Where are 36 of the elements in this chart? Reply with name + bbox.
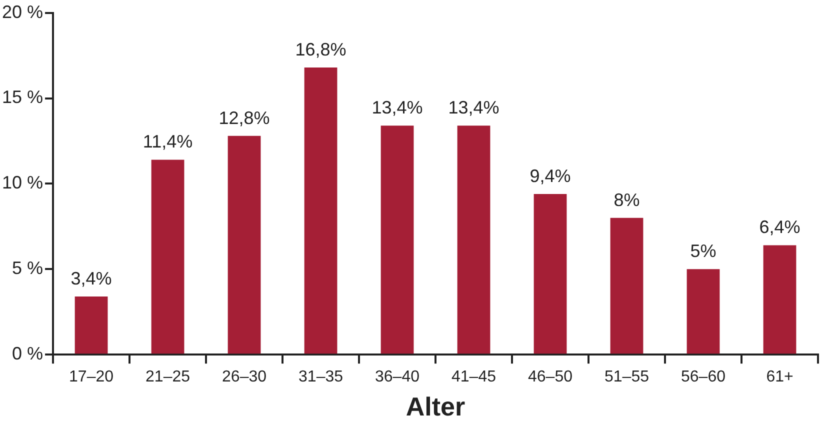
- bar: [534, 194, 567, 354]
- data-label: 16,8%: [295, 39, 346, 60]
- data-label: 9,4%: [530, 166, 571, 186]
- x-tick-label: 31–35: [298, 368, 344, 386]
- y-tick-label: 15 %: [2, 87, 44, 108]
- bar: [457, 126, 490, 354]
- x-tick-label: 61+: [766, 368, 794, 386]
- y-tick-label: 10 %: [2, 172, 44, 193]
- x-tick-label: 41–45: [452, 368, 496, 386]
- data-label: 12,8%: [218, 108, 270, 128]
- y-tick-label: 5 %: [12, 258, 44, 278]
- x-tick-label: 46–50: [528, 368, 573, 386]
- bar: [151, 160, 184, 354]
- x-tick-label: 21–25: [146, 368, 190, 386]
- x-tick-label: 56–60: [681, 368, 726, 386]
- data-label: 8%: [614, 190, 640, 210]
- x-tick-label: 26–30: [222, 368, 267, 386]
- data-label: 11,4%: [142, 132, 193, 152]
- x-tick-label: 17–20: [69, 368, 114, 386]
- bar: [304, 67, 338, 354]
- y-tick-label: 0 %: [12, 344, 44, 364]
- bar: [763, 245, 796, 354]
- data-label: 3,4%: [70, 268, 112, 288]
- x-tick-label: 36–40: [375, 368, 420, 386]
- data-label: 13,4%: [372, 98, 423, 118]
- bar: [610, 218, 644, 354]
- x-axis-title: Alter: [406, 392, 466, 422]
- x-tick-label: 51–55: [604, 368, 650, 386]
- bar: [380, 126, 414, 354]
- y-tick-label: 20 %: [2, 2, 44, 22]
- bar: [228, 136, 261, 354]
- bar: [686, 269, 720, 354]
- data-label: 5%: [690, 241, 716, 262]
- data-label: 6,4%: [759, 217, 800, 238]
- bar: [74, 296, 108, 354]
- data-label: 13,4%: [448, 98, 500, 118]
